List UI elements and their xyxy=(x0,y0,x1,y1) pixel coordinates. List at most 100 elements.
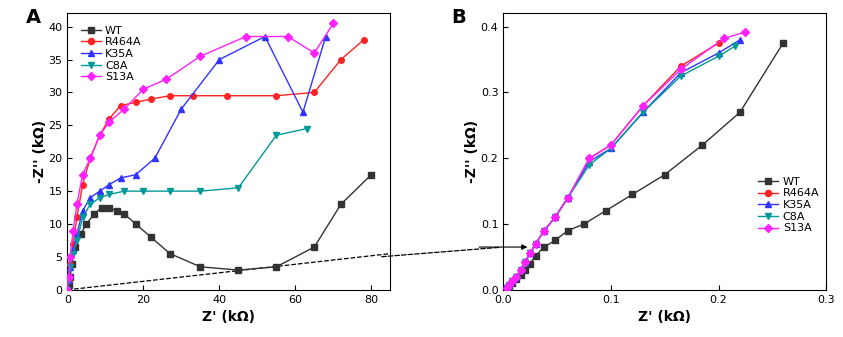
S13A xyxy=(63,275,73,279)
K35A xyxy=(515,268,525,272)
S13A xyxy=(72,202,82,206)
S13A xyxy=(520,260,530,264)
WT xyxy=(63,282,73,286)
K35A xyxy=(85,196,95,200)
C8A xyxy=(78,215,88,219)
K35A xyxy=(735,38,745,42)
R464A xyxy=(65,262,75,266)
C8A xyxy=(515,268,525,272)
K35A xyxy=(713,51,723,55)
S13A xyxy=(282,34,293,38)
R464A xyxy=(94,133,105,137)
R464A xyxy=(713,41,723,45)
R464A xyxy=(105,117,115,121)
C8A xyxy=(234,186,244,190)
WT xyxy=(97,206,107,210)
C8A xyxy=(196,189,206,193)
C8A xyxy=(85,202,95,206)
Line: S13A: S13A xyxy=(65,21,336,293)
Text: B: B xyxy=(452,8,466,27)
WT xyxy=(550,239,560,243)
X-axis label: Z' (kΩ): Z' (kΩ) xyxy=(202,310,255,324)
R464A xyxy=(563,196,573,200)
WT xyxy=(70,245,80,249)
WT xyxy=(525,262,535,266)
C8A xyxy=(638,110,648,114)
S13A xyxy=(606,143,616,147)
R464A xyxy=(507,279,517,283)
S13A xyxy=(550,215,560,219)
S13A xyxy=(563,196,573,200)
K35A xyxy=(131,173,141,177)
R464A xyxy=(271,94,282,98)
R464A xyxy=(309,90,319,94)
R464A xyxy=(78,183,88,187)
WT xyxy=(271,265,282,269)
C8A xyxy=(606,146,616,150)
R464A xyxy=(540,228,550,233)
R464A xyxy=(72,215,82,219)
WT xyxy=(105,206,115,210)
WT xyxy=(540,245,550,249)
C8A xyxy=(525,251,535,255)
WT xyxy=(131,222,141,226)
Line: S13A: S13A xyxy=(504,29,749,290)
X-axis label: Z' (kΩ): Z' (kΩ) xyxy=(638,310,691,324)
Line: K35A: K35A xyxy=(65,34,329,293)
Line: C8A: C8A xyxy=(65,126,309,293)
C8A xyxy=(302,127,312,131)
R464A xyxy=(115,103,126,108)
S13A xyxy=(515,268,525,272)
Line: K35A: K35A xyxy=(504,37,743,290)
WT xyxy=(515,273,525,277)
WT xyxy=(579,222,589,226)
WT xyxy=(697,143,707,147)
R464A xyxy=(85,156,95,160)
K35A xyxy=(63,278,73,282)
WT xyxy=(234,268,244,272)
Line: WT: WT xyxy=(65,172,374,293)
R464A xyxy=(676,64,686,68)
K35A xyxy=(502,286,512,290)
Y-axis label: -Z'' (kΩ): -Z'' (kΩ) xyxy=(465,120,480,183)
C8A xyxy=(62,288,72,292)
S13A xyxy=(68,228,78,233)
WT xyxy=(165,252,175,256)
R464A xyxy=(520,260,530,264)
R464A xyxy=(188,94,198,98)
R464A xyxy=(511,275,521,279)
S13A xyxy=(138,87,148,91)
Legend: WT, R464A, K35A, C8A, S13A: WT, R464A, K35A, C8A, S13A xyxy=(79,25,142,84)
K35A xyxy=(503,283,513,287)
K35A xyxy=(584,159,594,163)
R464A xyxy=(336,58,346,62)
K35A xyxy=(298,110,308,114)
R464A xyxy=(358,38,368,42)
S13A xyxy=(85,156,95,160)
S13A xyxy=(78,173,88,177)
K35A xyxy=(150,156,160,160)
WT xyxy=(530,253,540,257)
C8A xyxy=(584,163,594,167)
S13A xyxy=(584,156,594,160)
S13A xyxy=(511,275,521,279)
S13A xyxy=(120,107,130,111)
C8A xyxy=(72,239,82,243)
WT xyxy=(778,41,788,45)
C8A xyxy=(511,275,521,279)
R464A xyxy=(63,278,73,282)
S13A xyxy=(328,21,338,25)
R464A xyxy=(222,94,232,98)
S13A xyxy=(740,30,750,34)
R464A xyxy=(525,251,535,255)
S13A xyxy=(719,36,729,40)
S13A xyxy=(502,286,512,290)
R464A xyxy=(638,103,648,108)
WT xyxy=(65,275,75,279)
C8A xyxy=(676,74,686,78)
WT xyxy=(600,209,610,213)
K35A xyxy=(260,34,270,38)
C8A xyxy=(550,215,560,219)
Line: R464A: R464A xyxy=(65,37,367,293)
WT xyxy=(309,245,319,249)
